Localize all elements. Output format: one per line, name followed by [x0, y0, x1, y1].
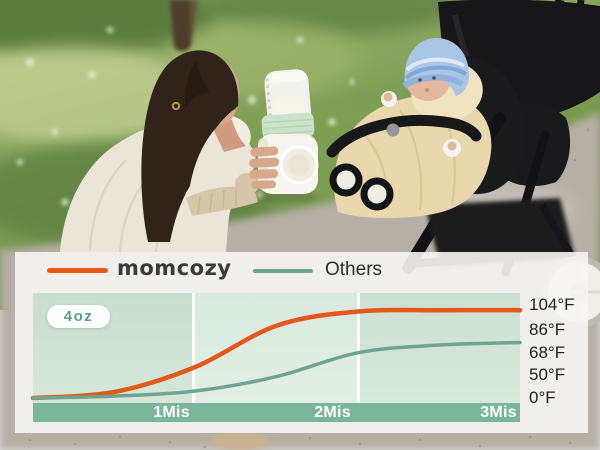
- chart-section-minute-2: [195, 293, 357, 403]
- y-tick-104f: 104°F: [529, 295, 575, 314]
- chart-section-minute-3: [360, 293, 520, 403]
- y-tick-86f: 86°F: [529, 320, 566, 339]
- mother-hair: [141, 50, 239, 242]
- volume-badge: 4oz: [47, 305, 110, 328]
- y-tick-68f: 68°F: [529, 343, 566, 362]
- tree-trunk: [170, 0, 197, 52]
- mother-neck: [208, 118, 246, 152]
- x-tick-2min: 2Mis: [314, 404, 351, 421]
- volume-badge-label: 4oz: [63, 308, 94, 325]
- mother-hand: [235, 146, 280, 195]
- stroller-basket: [425, 198, 575, 266]
- x-tick-3min: 3Mis: [480, 404, 517, 421]
- x-tick-1min: 1Mis: [153, 404, 190, 421]
- baby-boot-covers: [329, 163, 394, 211]
- section-divider-2: [357, 293, 360, 403]
- y-tick-0f: 0°F: [529, 388, 556, 407]
- mother: [60, 50, 258, 253]
- stroller-bumper-bar: [326, 114, 482, 158]
- others-label: Others: [325, 259, 383, 280]
- section-divider-1: [192, 293, 195, 403]
- warmer-green-band: [261, 112, 315, 140]
- y-tick-50f: 50°F: [529, 365, 566, 384]
- others-line-swatch: [253, 269, 313, 273]
- momcozy-brand-label: momcozy: [117, 256, 232, 280]
- x-axis-band: [33, 403, 520, 422]
- momcozy-line-swatch: [47, 268, 108, 273]
- bottle-warmer: [235, 69, 319, 203]
- mother-knit-sleeve: [186, 186, 258, 216]
- earring: [171, 101, 181, 111]
